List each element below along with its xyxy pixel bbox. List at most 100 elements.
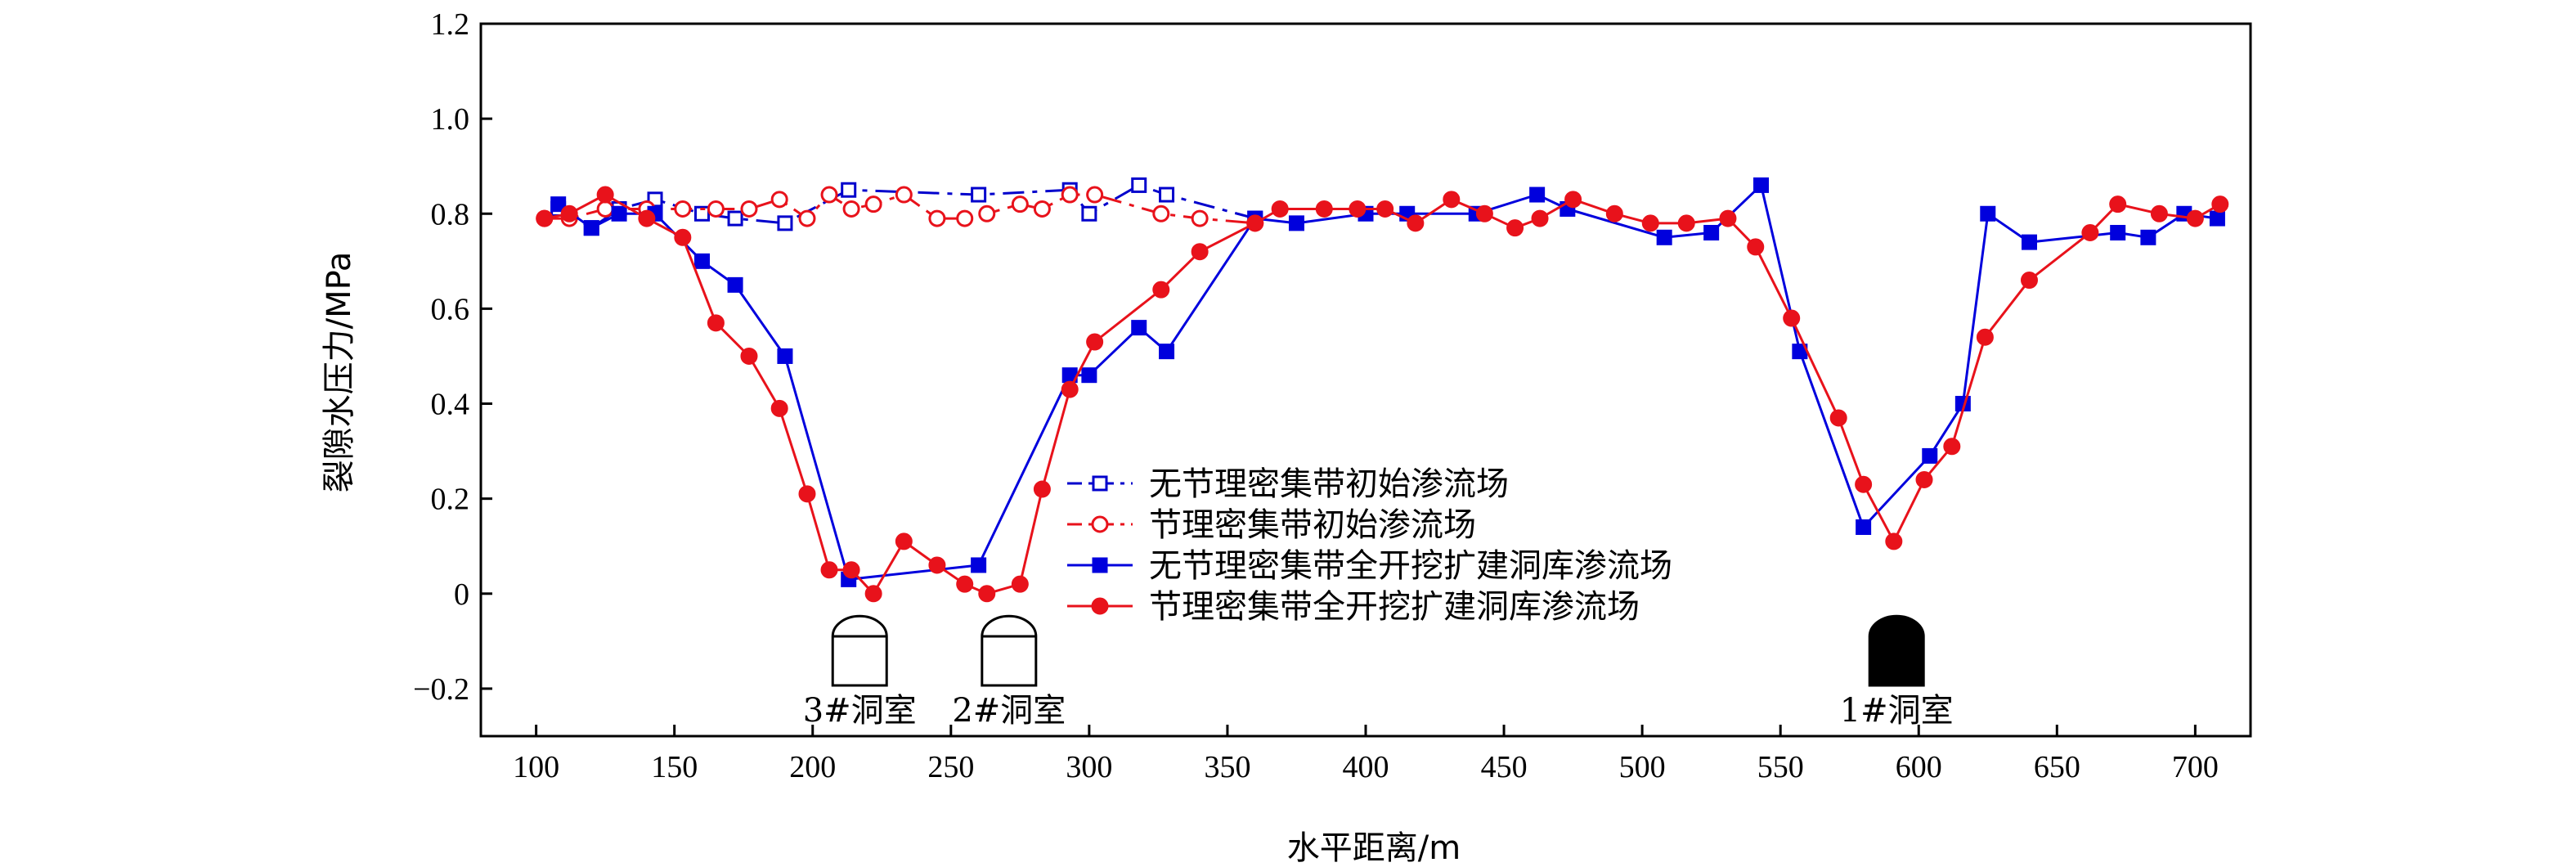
data-point <box>1475 204 1493 222</box>
data-point <box>1061 380 1079 398</box>
data-point <box>798 209 816 227</box>
data-point <box>1677 214 1695 232</box>
data-point <box>611 205 627 222</box>
legend-marker <box>1092 557 1108 573</box>
data-point <box>1564 191 1582 209</box>
y-tick-label: 0.6 <box>431 292 470 326</box>
data-point <box>1829 409 1847 427</box>
data-point <box>1288 215 1304 231</box>
data-point <box>971 557 987 573</box>
cavern-shape <box>981 614 1038 687</box>
data-point <box>1152 204 1170 222</box>
data-point <box>1152 281 1170 299</box>
x-tick-label: 550 <box>1757 750 1804 784</box>
data-point <box>560 204 578 222</box>
data-point <box>1915 470 1933 488</box>
data-point <box>777 215 793 231</box>
cavern-label: 2#洞室 <box>952 692 1066 730</box>
data-point <box>536 209 554 227</box>
data-point <box>1315 200 1333 218</box>
data-point <box>978 204 996 222</box>
data-point <box>1531 209 1549 227</box>
data-point <box>841 182 857 198</box>
data-point <box>895 532 913 550</box>
y-tick-label: 0.2 <box>431 483 470 517</box>
legend-marker <box>1091 597 1109 615</box>
x-tick-label: 350 <box>1204 750 1250 784</box>
data-point <box>928 209 946 227</box>
y-tick-label: −0.2 <box>413 672 469 707</box>
data-point <box>2109 195 2127 213</box>
data-point <box>694 205 710 222</box>
data-point <box>2186 209 2204 227</box>
data-point <box>1081 367 1097 384</box>
data-point <box>1922 447 1938 464</box>
data-point <box>550 196 567 213</box>
data-point <box>820 186 838 204</box>
data-point <box>2150 204 2168 222</box>
x-tick-label: 150 <box>651 750 698 784</box>
data-point <box>1855 475 1873 493</box>
data-point <box>2081 223 2099 241</box>
data-point <box>895 186 913 204</box>
plot-frame <box>479 22 2252 738</box>
data-point <box>1131 320 1147 336</box>
data-point <box>1529 186 1546 203</box>
data-point <box>596 186 614 204</box>
y-tick-label: 0 <box>454 577 469 612</box>
data-point <box>727 276 743 293</box>
data-point <box>842 561 860 579</box>
data-point <box>1856 519 1872 536</box>
x-tick-label: 400 <box>1343 750 1389 784</box>
data-point <box>1747 238 1765 256</box>
data-point <box>1506 219 1524 237</box>
data-point <box>2110 224 2126 240</box>
data-point <box>1376 200 1394 218</box>
data-point <box>978 585 996 603</box>
data-point <box>1011 195 1029 213</box>
data-point <box>1191 209 1209 227</box>
data-point <box>1349 200 1367 218</box>
data-point <box>928 556 946 574</box>
data-point <box>956 209 974 227</box>
cavern-shape <box>831 614 888 687</box>
cavern-label: 1#洞室 <box>1840 692 1954 730</box>
data-point <box>1271 200 1289 218</box>
data-point <box>1191 243 1209 261</box>
data-point <box>820 561 838 579</box>
legend-label: 无节理密集带全开挖扩建洞库渗流场 <box>1149 547 1672 585</box>
data-point <box>1443 191 1461 209</box>
data-point <box>1783 309 1801 327</box>
data-point <box>864 585 882 603</box>
x-tick-label: 500 <box>1619 750 1666 784</box>
data-point <box>1086 186 1104 204</box>
x-tick-label: 650 <box>2034 750 2080 784</box>
data-point <box>864 195 882 213</box>
legend: 无节理密集带初始渗流场节理密集带初始渗流场无节理密集带全开挖扩建洞库渗流场节理密… <box>1067 465 1672 626</box>
data-point <box>842 200 860 218</box>
x-tick-label: 300 <box>1066 750 1112 784</box>
data-point <box>596 200 614 218</box>
x-tick-label: 200 <box>789 750 836 784</box>
data-point <box>1407 214 1425 232</box>
data-point <box>1605 204 1623 222</box>
data-point <box>2211 195 2229 213</box>
series-4 <box>536 186 2229 603</box>
data-point <box>707 314 725 332</box>
data-point <box>1656 229 1672 245</box>
data-point <box>2140 229 2156 245</box>
data-point <box>1703 224 1720 240</box>
data-point <box>1753 177 1770 193</box>
data-point <box>1719 209 1737 227</box>
x-axis-label: 水平距离/m <box>1287 829 1461 867</box>
data-point <box>770 191 788 209</box>
data-point <box>1061 186 1079 204</box>
legend-label: 节理密集带全开挖扩建洞库渗流场 <box>1149 588 1640 626</box>
data-point <box>1011 575 1029 593</box>
x-tick-label: 100 <box>513 750 559 784</box>
data-point <box>674 200 692 218</box>
data-point <box>1159 186 1175 203</box>
data-point <box>2022 234 2037 250</box>
data-point <box>1159 344 1175 360</box>
data-point <box>1246 214 1264 232</box>
